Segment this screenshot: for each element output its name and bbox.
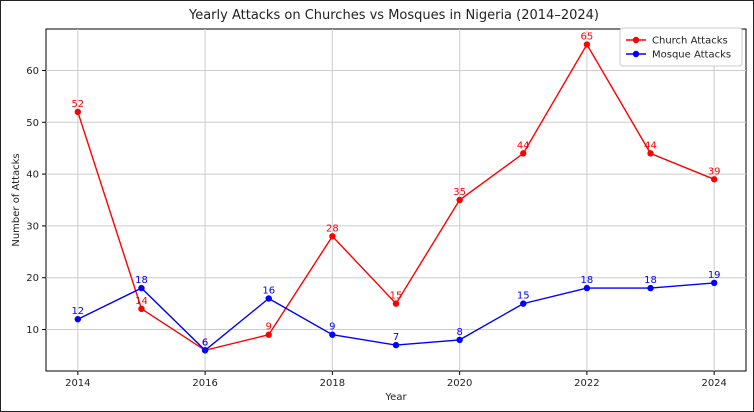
- y-tick-label: 10: [26, 325, 39, 336]
- church-data-label: 65: [581, 32, 594, 43]
- grid: [46, 29, 746, 371]
- mosque-legend-marker: [632, 50, 640, 58]
- mosque-data-point: [520, 300, 527, 307]
- church-data-label: 28: [326, 223, 339, 234]
- mosque-data-label: 18: [135, 275, 148, 286]
- church-data-label: 6: [202, 337, 208, 348]
- church-data-label: 44: [644, 140, 657, 151]
- y-axis: 10 20 30 40 50 60: [26, 66, 46, 336]
- church-data-label: 52: [71, 99, 84, 110]
- x-axis-label: Year: [384, 392, 407, 403]
- church-data-label: 39: [708, 166, 721, 177]
- church-data-point: [710, 176, 718, 183]
- mosque-data-label: 18: [581, 275, 594, 286]
- church-legend-label: Church Attacks: [652, 36, 728, 47]
- mosque-data-point: [710, 279, 718, 287]
- x-tick-label: 2020: [447, 378, 472, 389]
- church-data-point: [329, 233, 336, 240]
- mosque-data-label: 8: [456, 327, 462, 338]
- church-series: 52 14 6 9 28 15 35 44 65 44 39: [71, 32, 721, 354]
- mosque-data-point: [456, 336, 463, 344]
- mosque-data-point: [74, 315, 82, 323]
- y-tick-label: 40: [26, 170, 39, 181]
- x-tick-label: 2018: [320, 378, 345, 389]
- mosque-data-point: [392, 341, 400, 349]
- church-data-point: [265, 331, 272, 338]
- x-tick-label: 2014: [65, 378, 90, 389]
- church-legend-marker: [632, 36, 640, 44]
- mosque-data-point: [647, 284, 654, 292]
- church-data-point: [74, 108, 82, 116]
- x-axis: 2014 2016 2018 2020 2022 2024: [65, 371, 727, 389]
- legend: Church Attacks Mosque Attacks: [619, 27, 743, 67]
- mosque-data-point: [201, 347, 209, 354]
- mosque-data-point: [583, 284, 591, 292]
- x-tick-label: 2022: [574, 378, 599, 389]
- mosque-data-label: 16: [262, 285, 275, 296]
- church-data-label: 15: [390, 291, 403, 302]
- church-data-point: [647, 150, 654, 157]
- mosque-data-point: [329, 331, 336, 338]
- mosque-series: 12 18 6 16 9 7 8 15 18 18 19: [71, 270, 721, 354]
- y-tick-label: 60: [26, 66, 39, 77]
- mosque-data-label: 15: [517, 291, 530, 302]
- mosque-legend-label: Mosque Attacks: [652, 50, 731, 61]
- plot-area: [45, 28, 747, 372]
- y-tick-label: 30: [26, 221, 39, 232]
- legend-box: [619, 27, 743, 67]
- x-tick-label: 2024: [701, 378, 726, 389]
- y-tick-label: 50: [26, 118, 39, 129]
- mosque-data-point: [138, 284, 145, 292]
- y-axis-label: Number of Attacks: [11, 153, 22, 246]
- y-tick-label: 20: [26, 273, 39, 284]
- church-data-label: 9: [266, 322, 272, 333]
- church-data-label: 35: [453, 187, 466, 198]
- church-data-point: [520, 150, 527, 157]
- church-data-point: [583, 41, 591, 48]
- church-data-label: 44: [517, 140, 530, 151]
- mosque-data-label: 6: [202, 337, 208, 348]
- mosque-data-label: 9: [329, 322, 335, 333]
- church-data-point: [392, 300, 400, 307]
- church-data-point: [138, 305, 145, 313]
- mosque-data-label: 18: [644, 275, 657, 286]
- x-tick-label: 2016: [192, 378, 217, 389]
- church-data-point: [456, 196, 463, 204]
- chart-title: Yearly Attacks on Churches vs Mosques in…: [188, 8, 599, 23]
- mosque-data-label: 7: [393, 332, 399, 343]
- mosque-data-label: 19: [708, 270, 721, 281]
- mosque-data-point: [265, 295, 272, 302]
- church-data-label: 14: [135, 296, 148, 307]
- mosque-data-label: 12: [71, 306, 84, 317]
